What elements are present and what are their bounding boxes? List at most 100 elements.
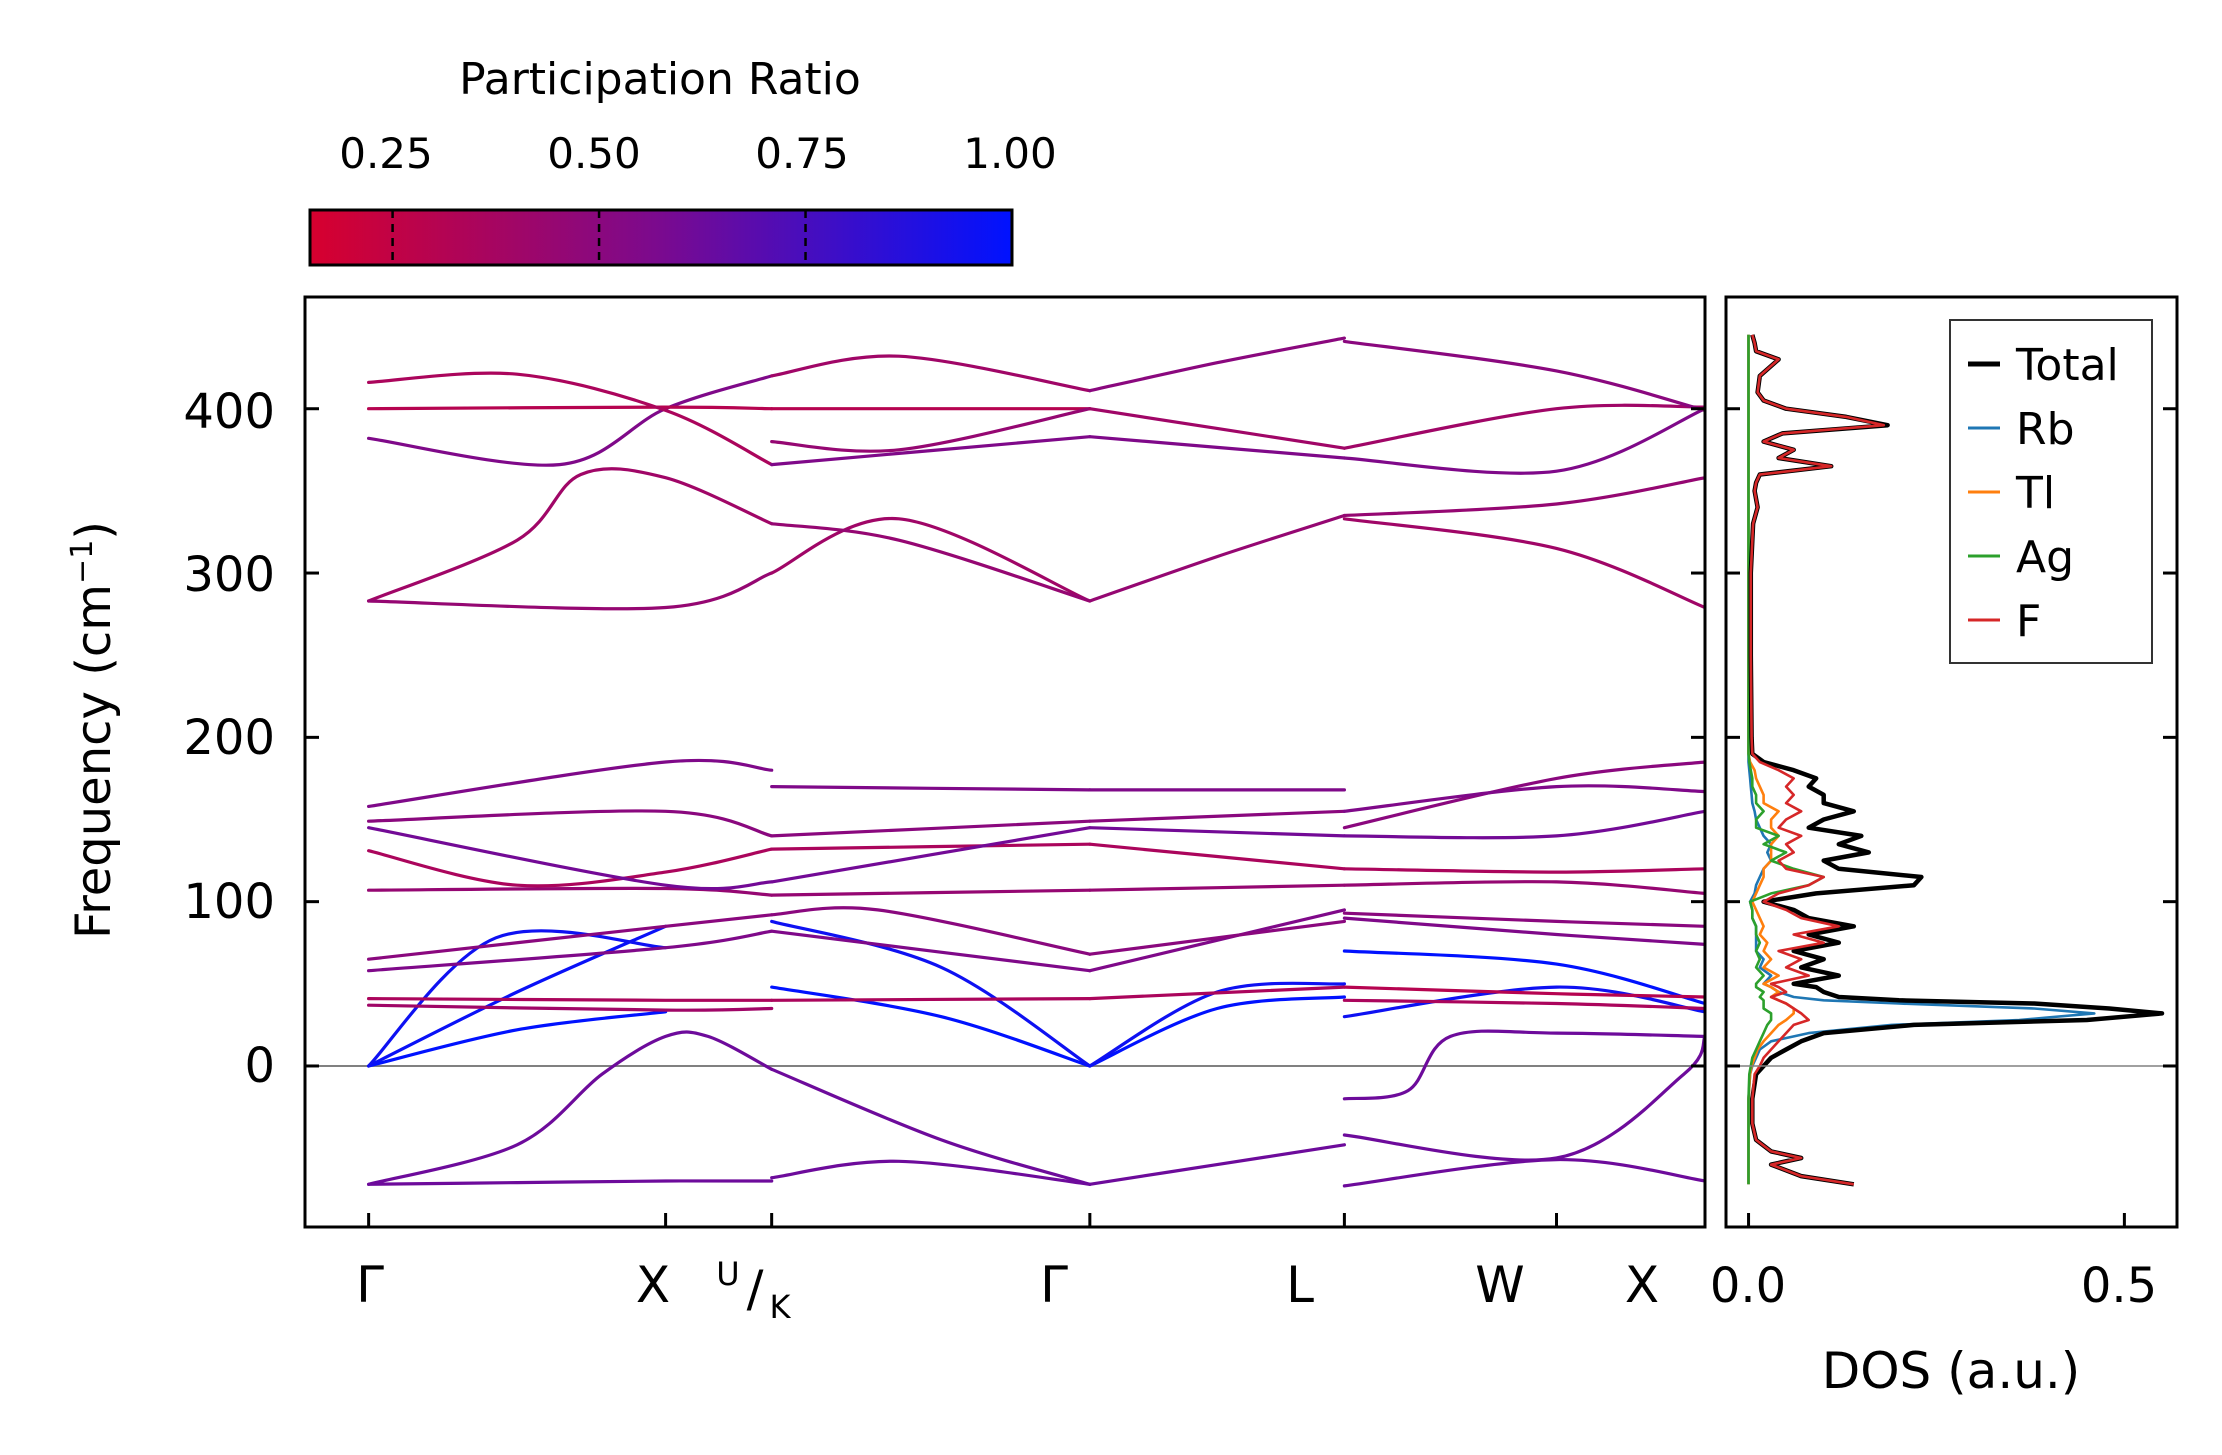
colorbar-title: Participation Ratio [459,54,861,105]
k-label-gamma-2: Γ [1040,1256,1068,1314]
legend-label-rb: Rb [2016,404,2075,455]
band-gk-acoustic-2 [770,919,1092,1068]
band-lw-145 [1342,760,1705,830]
dos-x-tick-label-0: 0.0 [1710,1258,1786,1314]
band-band-416 [367,371,774,467]
dos-lines [1726,334,2177,1187]
band-gl-411 [1088,336,1346,393]
band-soft-mode-b [367,1179,774,1186]
band-acoustic-TA2 [367,924,668,1068]
k-label-gamma-1: Γ [356,1256,384,1314]
band-gl-acoustic-1 [1088,995,1346,1068]
dos-line-ag [1747,334,1825,1185]
band-gk-149 [770,819,1092,838]
colorbar: Participation Ratio 0.25 0.50 0.75 1.00 [308,54,1057,267]
band-gk-soft-1 [770,1067,1092,1186]
legend-label-tl: Tl [2015,468,2055,519]
band-gk-132 [770,842,1092,851]
band-axis-ticks [305,407,1707,1227]
band-gl-145 [1088,826,1346,838]
band-gk-58 [770,929,1092,973]
band-gl-41 [1088,985,1346,1001]
band-gl-383 [1088,435,1346,460]
band-band-131 [367,847,774,888]
band-gk-145 [770,826,1092,884]
band-gk-107 [770,888,1092,897]
band-gl-400 [1088,407,1346,450]
band-lw-soft-1 [1342,1029,1705,1101]
y-axis-label: Frequency (cm−1) [65,521,122,939]
band-gk-65 [770,906,1092,956]
band-band-149 [367,809,774,838]
band-gk-380 [770,407,1092,453]
dos-axis-ticks [1726,407,2177,1227]
dos-x-tick-label-0-5: 0.5 [2081,1258,2157,1314]
colorbar-tick-label-0: 0.25 [339,129,433,178]
band-lines [367,336,1705,1188]
band-gl-135 [1088,842,1346,871]
band-gk-170 [770,785,1092,792]
band-lw-370 [1342,407,1705,475]
band-gk-420 [770,354,1092,393]
band-band-37 [367,1003,774,1012]
band-lw-376 [1342,403,1705,450]
y-tick-label-300: 300 [183,547,275,603]
band-gl-68 [1088,919,1346,956]
band-lw-88 [1342,916,1705,946]
band-gl-soft [1088,1143,1346,1186]
band-band-282b [367,571,774,611]
band-band-145 [367,826,774,891]
band-lw-acoustic-2 [1342,985,1705,1019]
dos-legend: Total Rb Tl Ag F [1949,319,2153,664]
band-acoustic-LA [367,929,668,1068]
band-lw-335 [1342,476,1705,518]
band-lw-155 [1342,784,1705,813]
y-tick-label-100: 100 [183,874,275,930]
band-frame [303,295,1707,1229]
band-gl-107 [1088,883,1346,892]
band-lw-333 [1342,517,1705,610]
dos-panel: 0.0 0.5 DOS (a.u.) Total Rb Tl Ag F [1710,295,2179,1400]
band-band-282a [367,467,774,603]
band-gk-365 [770,435,1092,467]
colorbar-tick-label-3: 1.00 [963,129,1057,178]
legend-label-f: F [2016,596,2041,647]
k-label-x-2: X [1625,1256,1659,1314]
band-band-382 [367,374,774,467]
k-label-slash: / [747,1260,764,1318]
band-lw-soft-2 [1342,1034,1705,1162]
colorbar-tick-label-2: 0.75 [755,129,849,178]
y-tick-label-0: 0 [244,1038,275,1094]
band-gk-41 [770,997,1092,1002]
band-gk-283b [770,522,1092,603]
band-acoustic-TA1 [367,1010,668,1068]
band-gl-149 [1088,809,1346,823]
band-band-400 [367,405,774,411]
k-label-x-1: X [636,1256,670,1314]
band-gl-58 [1088,908,1346,973]
k-label-u: U [716,1255,739,1293]
band-lw-140 [1342,809,1705,840]
band-soft-mode-a [367,1030,774,1186]
band-lw-110 [1342,880,1705,895]
band-band-58 [367,929,774,973]
dos-line-f [1749,334,1886,1186]
band-band-107 [367,886,774,897]
y-tick-label-200: 200 [183,710,275,766]
colorbar-tick-label-1: 0.50 [547,129,641,178]
band-lw-soft-3 [1342,1157,1705,1188]
dos-frame [1724,295,2179,1229]
band-gk-soft-2 [770,1159,1092,1186]
band-gk-283a [770,517,1092,603]
band-band-65 [367,913,774,961]
band-gl-283 [1088,513,1346,603]
band-lw-acoustic-1 [1342,949,1705,1006]
k-label-l: L [1286,1256,1314,1314]
band-structure-panel: Frequency (cm−1) 0 100 200 300 400 Γ X U… [65,295,1707,1326]
k-label-k: K [770,1288,792,1326]
band-lw-50 [1342,985,1705,999]
k-label-w: W [1475,1256,1524,1314]
legend-label-ag: Ag [2016,532,2074,583]
band-gk-acoustic-1 [770,985,1092,1068]
